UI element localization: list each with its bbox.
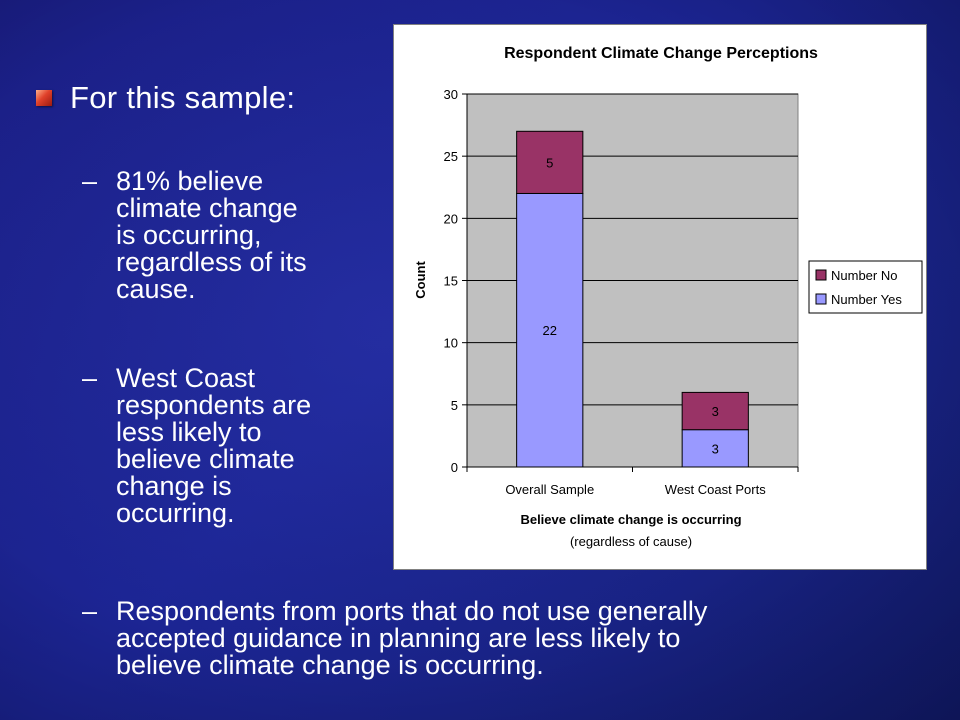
bar-segment: [516, 192, 584, 468]
category-label: Overall Sample: [505, 482, 594, 497]
y-tick-label: 0: [451, 460, 458, 475]
data-label: 22: [543, 323, 557, 338]
dash-marker: –: [82, 596, 98, 626]
sub-bullet-3: – Respondents from ports that do not use…: [82, 598, 707, 679]
y-tick-label: 15: [444, 274, 458, 289]
data-label: 3: [712, 404, 719, 419]
x-axis-label: Believe climate change is occurring: [520, 512, 741, 527]
plot-area: 0 5 10 15 20 25 30 22 5 Overall Sample 3 3 West Coas…: [444, 87, 799, 497]
stacked-bar-chart: Respondent Climate Change Perceptions 0 5…: [413, 45, 923, 549]
y-tick-label: 10: [444, 336, 458, 351]
legend-swatch: [815, 293, 827, 305]
bar-segment: [516, 130, 584, 194]
sub-bullet-2-text: West Coast respondents are less likely t…: [116, 363, 312, 528]
legend-label: Number Yes: [831, 292, 902, 307]
main-bullet: For this sample:: [36, 80, 295, 116]
sub-bullet-3-text: Respondents from ports that do not use g…: [116, 596, 708, 680]
data-label: 5: [546, 155, 553, 170]
sub-bullet-1: – 81% believe climate change is occurrin…: [82, 168, 307, 303]
sub-bullet-1-text: 81% believe climate change is occurring,…: [116, 166, 307, 304]
y-axis-label: Count: [413, 261, 428, 299]
y-tick-label: 30: [444, 87, 458, 102]
data-label: 3: [712, 441, 719, 456]
category-label: West Coast Ports: [665, 482, 766, 497]
legend-label: Number No: [831, 268, 897, 283]
y-tick-label: 25: [444, 149, 458, 164]
y-tick-label: 5: [451, 398, 458, 413]
legend-box: [808, 260, 923, 314]
bar-segment: [681, 391, 749, 431]
legend-swatch: [815, 269, 827, 281]
x-axis-label-sub: (regardless of cause): [570, 534, 692, 549]
chart-title: Respondent Climate Change Perceptions: [504, 45, 818, 62]
dash-marker: –: [82, 363, 98, 393]
chart-panel: Respondent Climate Change Perceptions 0 5…: [393, 24, 927, 570]
dash-marker: –: [82, 166, 98, 196]
y-tick-label: 20: [444, 211, 458, 226]
legend: Number No Number Yes: [808, 260, 923, 314]
bullet-square-icon: [36, 90, 52, 106]
slide-heading: For this sample:: [70, 80, 296, 115]
sub-bullet-2: – West Coast respondents are less likely…: [82, 365, 311, 527]
